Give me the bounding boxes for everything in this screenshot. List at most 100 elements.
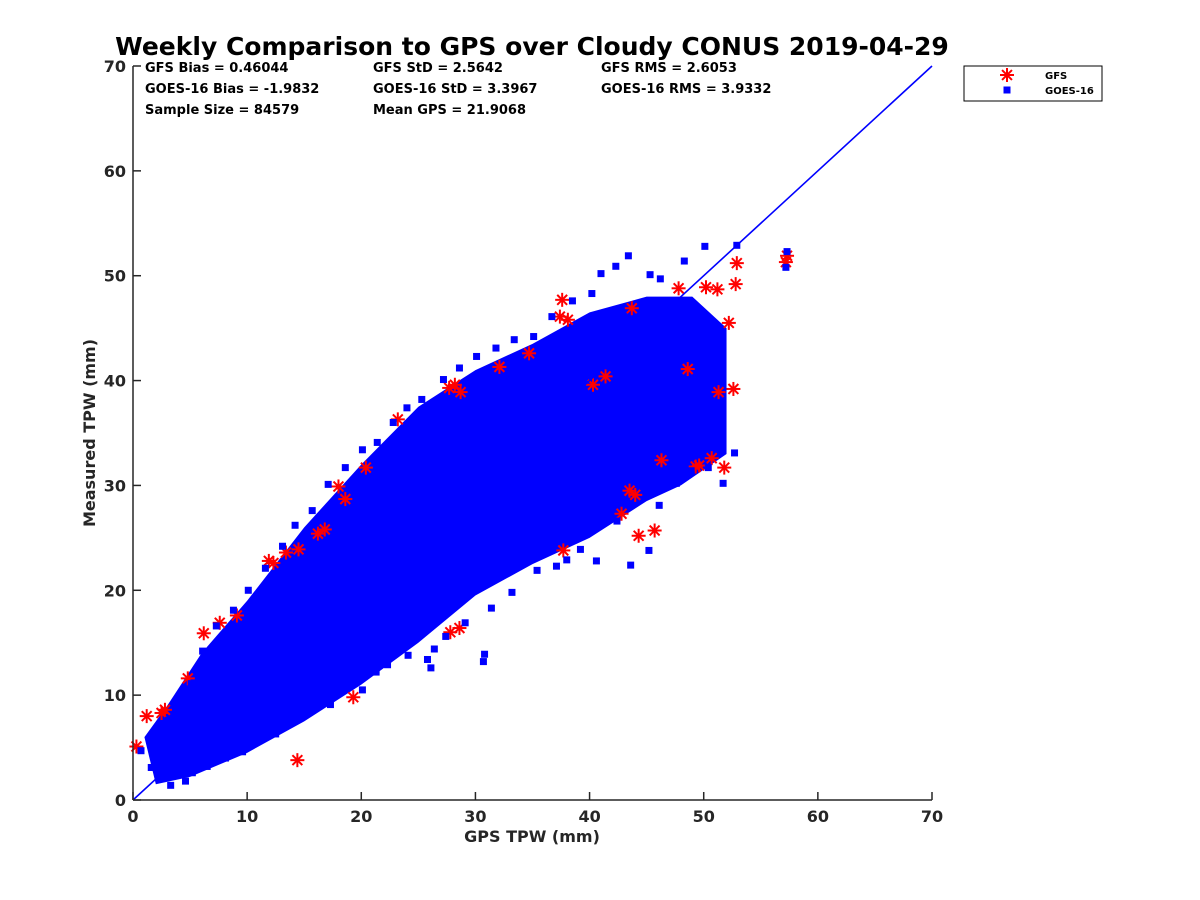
one-to-one-reference-line: [132, 65, 933, 801]
goes-16-point: [389, 419, 397, 427]
gfs-point: [726, 381, 741, 396]
goes-16-point: [533, 566, 541, 574]
gfs-point: [556, 543, 571, 558]
goes-16-point: [188, 769, 196, 777]
goes-16-point: [568, 297, 576, 305]
gfs-point: [698, 280, 713, 295]
goes-16-point: [372, 668, 380, 676]
gfs-point: [692, 458, 707, 473]
goes-16-point: [358, 686, 366, 694]
goes-16-point-cloud: [144, 296, 727, 785]
y-tick-label: 20: [104, 581, 126, 600]
legend-gfs-asterisk: [1000, 68, 1014, 82]
goes-16-point: [530, 333, 538, 341]
y-tick-label: 70: [104, 57, 126, 76]
legend-gfs-label: GFS: [1045, 71, 1067, 82]
goes-16-point: [704, 464, 712, 472]
gfs-point: [710, 282, 725, 297]
gfs-point: [555, 292, 570, 307]
goes-16-point: [576, 545, 584, 553]
y-tick-label: 50: [104, 267, 126, 286]
goes-16-point: [403, 404, 411, 412]
gfs-point: [647, 523, 662, 538]
gfs-point: [522, 346, 537, 361]
goes-16-point: [137, 747, 145, 755]
goes-16-point: [548, 313, 556, 321]
goes-16-point: [384, 661, 392, 669]
goes-16-point: [279, 542, 287, 550]
stat-text: Sample Size = 84579: [145, 103, 299, 118]
gfs-point: [654, 453, 669, 468]
gfs-point: [729, 256, 744, 271]
gfs-point: [631, 528, 646, 543]
y-axis-label: Measured TPW (mm): [80, 339, 99, 527]
x-tick-label: 0: [127, 807, 138, 826]
gfs-point: [447, 377, 462, 392]
goes-16-point: [164, 716, 172, 724]
x-tick-label: 10: [236, 807, 258, 826]
x-tick-label: 30: [464, 807, 486, 826]
goes-16-point: [167, 781, 175, 789]
goes-16-point: [291, 521, 299, 529]
goes-16-point: [212, 622, 220, 630]
gfs-point: [614, 506, 629, 521]
goes-16-point: [244, 586, 252, 594]
goes-16-point: [177, 698, 185, 706]
gfs-point: [711, 385, 726, 400]
gfs-point: [492, 359, 507, 374]
goes-16-point: [563, 556, 571, 564]
gfs-point: [139, 709, 154, 724]
x-tick-label: 70: [921, 807, 943, 826]
legend: GFS GOES-16: [963, 65, 1103, 102]
scatter-density-cloud: [144, 296, 727, 785]
goes-16-point: [656, 275, 664, 283]
goes-16-point: [645, 546, 653, 554]
goes-16-point: [731, 449, 739, 457]
goes-16-point: [308, 507, 316, 515]
gfs-point: [628, 487, 643, 502]
goes-16-point: [646, 271, 654, 279]
y-tick-label: 60: [104, 162, 126, 181]
goes-16-point: [261, 564, 269, 572]
x-axis-label: GPS TPW (mm): [464, 827, 600, 846]
gfs-point: [331, 479, 346, 494]
gfs-point: [704, 451, 719, 466]
gfs-point: [585, 377, 600, 392]
gfs-point: [624, 301, 639, 316]
x-tick-label: 40: [578, 807, 600, 826]
goes-16-point: [687, 467, 695, 475]
stat-text: GFS StD = 2.5642: [373, 61, 503, 76]
legend-gfs-marker: [1000, 68, 1014, 82]
legend-goes-16-label: GOES-16: [1045, 86, 1094, 97]
goes-16-point: [481, 650, 489, 658]
goes-16-point: [719, 479, 727, 487]
goes-16-point: [147, 763, 155, 771]
goes-16-point: [423, 655, 431, 663]
goes-16-point: [182, 777, 190, 785]
gfs-point: [598, 369, 613, 384]
goes-16-point: [510, 336, 518, 344]
stat-text: Mean GPS = 21.9068: [373, 103, 526, 118]
goes-16-point: [783, 248, 791, 256]
gfs-point: [196, 626, 211, 641]
gfs-series: [129, 248, 795, 768]
stat-text: GFS RMS = 2.6053: [601, 61, 737, 76]
goes-16-point: [487, 604, 495, 612]
goes-16-point: [588, 290, 596, 298]
goes-16-point: [508, 588, 516, 596]
gfs-point: [728, 277, 743, 292]
goes-16-point: [290, 714, 298, 722]
goes-16-series: [137, 241, 791, 789]
goes-16-point: [592, 557, 600, 565]
x-tick-label: 20: [350, 807, 372, 826]
goes-16-point: [612, 262, 620, 270]
x-tick-label: 60: [807, 807, 829, 826]
goes-16-point: [479, 658, 487, 666]
y-tick-label: 30: [104, 476, 126, 495]
x-tick-label: 50: [693, 807, 715, 826]
goes-16-point: [229, 606, 237, 614]
goes-16-point: [597, 270, 605, 278]
goes-16-point: [341, 464, 349, 472]
gfs-point: [290, 753, 305, 768]
